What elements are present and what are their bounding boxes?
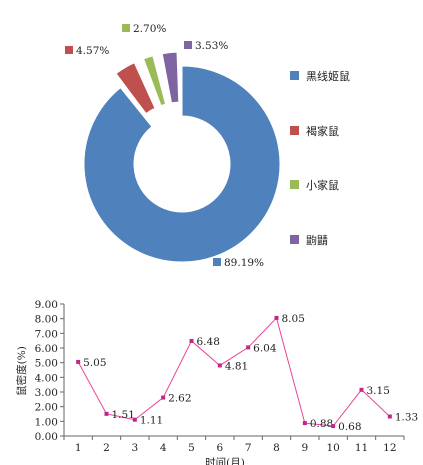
data-label: 6.48 [197, 336, 220, 348]
y-tick-label: 7.00 [35, 328, 58, 340]
data-label: 1.11 [140, 415, 163, 427]
slice-value-label: 4.57% [76, 45, 109, 57]
data-point [76, 359, 81, 364]
data-label: 0.68 [338, 421, 361, 433]
data-point [331, 424, 336, 429]
data-point [359, 387, 364, 392]
x-tick-label: 11 [355, 442, 368, 454]
donut-slice [83, 65, 281, 263]
donut-slice [115, 62, 156, 115]
y-tick-label: 9.00 [35, 299, 58, 311]
x-tick-label: 12 [383, 442, 396, 454]
x-tick-label: 7 [245, 442, 252, 454]
data-label: 8.05 [282, 313, 305, 325]
donut-slice [142, 55, 167, 107]
slice-value-label: 2.70% [133, 23, 166, 35]
data-label: 0.88 [310, 418, 333, 430]
y-tick-label: 0.00 [35, 431, 58, 443]
legend-swatch [290, 235, 299, 244]
series-line [77, 316, 391, 427]
y-tick-label: 3.00 [35, 387, 58, 399]
data-label: 1.33 [395, 411, 418, 423]
slice-label-marker [184, 41, 192, 49]
data-point [132, 417, 137, 422]
data-point [217, 363, 222, 368]
x-tick-label: 2 [103, 442, 110, 454]
data-label: 6.04 [253, 342, 277, 354]
data-point [246, 345, 251, 350]
legend-label: 黑线姬鼠 [306, 69, 350, 83]
data-point [274, 315, 279, 320]
slice-label-marker [213, 258, 221, 266]
data-label: 2.62 [168, 393, 191, 405]
slice-label-marker [65, 46, 73, 54]
legend-label: 鼩鼱 [306, 233, 328, 247]
y-tick-label: 2.00 [35, 402, 58, 414]
legend-swatch [290, 126, 299, 135]
slice-value-label: 89.19% [224, 257, 264, 269]
data-point [189, 338, 194, 343]
y-tick-label: 5.00 [35, 358, 58, 370]
x-tick-label: 10 [326, 442, 339, 454]
y-tick-label: 1.00 [35, 416, 58, 428]
x-axis-title: 时间(月) [205, 456, 245, 465]
data-label: 4.81 [225, 360, 248, 372]
x-tick-label: 9 [301, 442, 308, 454]
donut-chart: 89.19% 4.57% 2.70% 3.53% [65, 23, 281, 269]
slice-label-marker [122, 24, 130, 32]
y-tick-label: 8.00 [35, 314, 58, 326]
x-tick-label: 8 [273, 442, 280, 454]
data-point [104, 411, 109, 416]
data-label: 1.51 [112, 409, 135, 421]
x-tick-label: 6 [216, 442, 223, 454]
data-label: 3.15 [367, 385, 390, 397]
data-point [387, 414, 392, 419]
y-axis-title: 鼠密度(%) [15, 346, 28, 396]
data-label: 5.05 [83, 357, 106, 369]
legend-label: 褐家鼠 [306, 124, 339, 138]
line-chart: 0.00 1.00 2.00 3.00 4.00 5.00 6.00 7.00 8.00 9.00… [15, 299, 418, 465]
y-tick-label: 4.00 [35, 372, 58, 384]
legend-swatch [290, 180, 299, 189]
data-point [161, 395, 166, 400]
x-tick-label: 4 [160, 442, 167, 454]
y-tick-label: 6.00 [35, 343, 58, 355]
legend-label: 小家鼠 [306, 178, 339, 192]
legend-swatch [290, 71, 299, 80]
x-tick-label: 3 [131, 442, 138, 454]
x-tick-label: 5 [188, 442, 195, 454]
x-tick-label: 1 [75, 442, 82, 454]
donut-slice [161, 51, 180, 104]
line-chart-axes: 0.00 1.00 2.00 3.00 4.00 5.00 6.00 7.00 8.00 9.00… [35, 299, 405, 454]
slice-value-label: 3.53% [195, 40, 228, 52]
data-point [302, 421, 307, 426]
